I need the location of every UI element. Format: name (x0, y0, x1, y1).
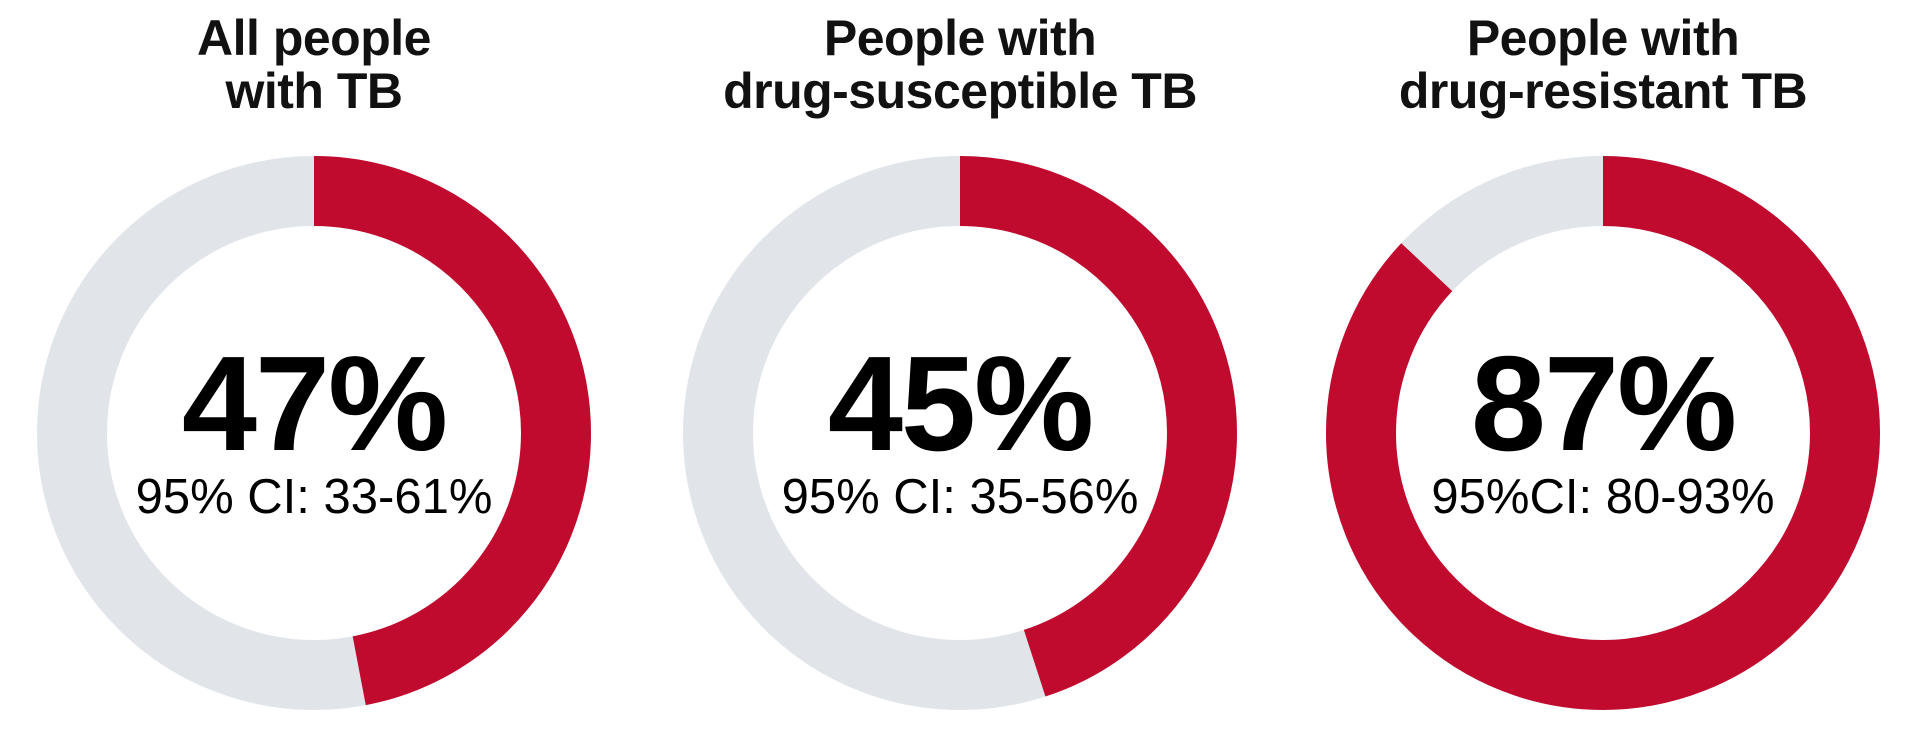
chart-title-drug-resistant: People with drug-resistant TB (1398, 10, 1808, 120)
chart-title-line2: drug-resistant TB (1398, 63, 1808, 119)
donut-svg (683, 156, 1237, 710)
donut-svg (1326, 156, 1880, 710)
donut-svg (37, 156, 591, 710)
chart-title-line2: with TB (225, 63, 403, 119)
donut-panel-all-tb: All people with TB 47% 95% CI: 33-61% (4, 0, 624, 710)
donut-chart-drug-resistant: 87% 95%CI: 80-93% (1326, 156, 1880, 710)
chart-title-line2: drug-susceptible TB (723, 63, 1197, 119)
donut-value-arc (37, 156, 591, 710)
chart-title-line1: People with (823, 10, 1097, 66)
donut-chart-drug-susceptible: 45% 95% CI: 35-56% (683, 156, 1237, 710)
donut-panel-drug-resistant: People with drug-resistant TB 87% 95%CI:… (1293, 0, 1913, 710)
chart-title-line1: People with (1466, 10, 1740, 66)
chart-title-line1: All people (197, 10, 431, 66)
donut-panel-drug-susceptible: People with drug-susceptible TB 45% 95% … (650, 0, 1270, 710)
chart-title-all-tb: All people with TB (197, 12, 431, 120)
chart-title-drug-susceptible: People with drug-susceptible TB (723, 12, 1197, 120)
donut-chart-all-tb: 47% 95% CI: 33-61% (37, 156, 591, 710)
donut-value-arc (683, 156, 1237, 710)
donut-value-arc (1326, 156, 1880, 710)
